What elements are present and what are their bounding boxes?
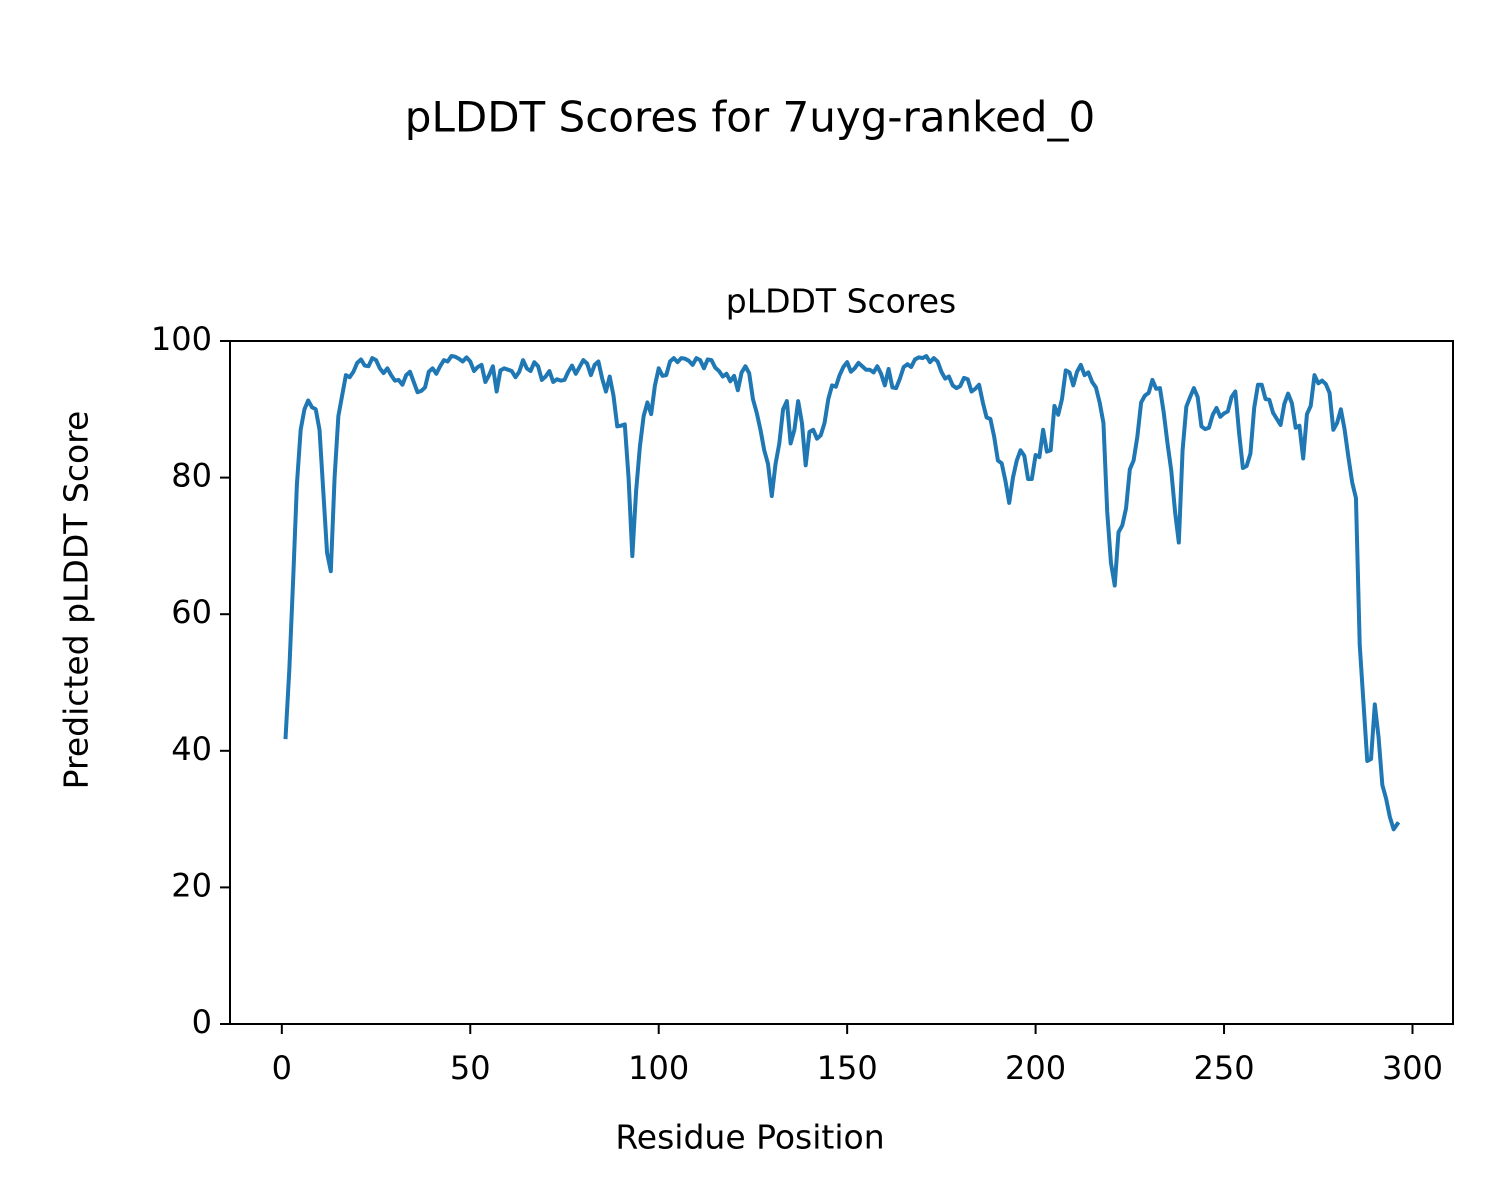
y-tick-label: 20 (171, 866, 212, 904)
y-tick-label: 100 (151, 320, 212, 358)
x-axis-label: Residue Position (615, 1118, 884, 1157)
y-tick-label: 40 (171, 730, 212, 768)
x-tick-label: 50 (450, 1049, 491, 1087)
x-tick-label: 150 (817, 1049, 878, 1087)
x-tick-label: 100 (628, 1049, 689, 1087)
x-tick-label: 300 (1382, 1049, 1443, 1087)
y-tick-label: 0 (192, 1003, 212, 1041)
x-tick-label: 0 (272, 1049, 292, 1087)
y-axis-label: Predicted pLDDT Score (57, 411, 96, 790)
data-line (283, 354, 1401, 832)
x-tick-label: 200 (1005, 1049, 1066, 1087)
y-tick-label: 80 (171, 457, 212, 495)
x-tick-label: 250 (1194, 1049, 1255, 1087)
axes-frame (229, 340, 1454, 1025)
axes-title: pLDDT Scores (726, 282, 956, 321)
y-tick-label: 60 (171, 593, 212, 631)
chart-title: pLDDT Scores for 7uyg-ranked_0 (405, 93, 1095, 142)
